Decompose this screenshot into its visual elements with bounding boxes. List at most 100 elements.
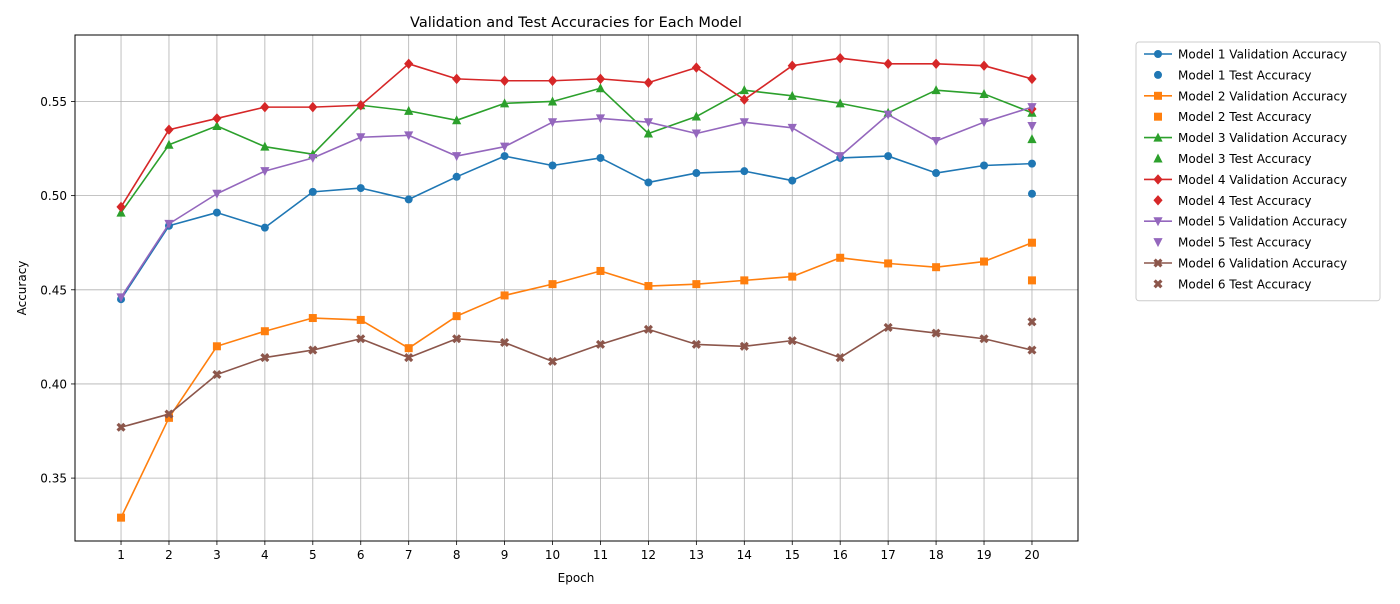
data-point [643,128,654,138]
x-tick-label: 14 [737,548,752,562]
legend-item: Model 2 Test Accuracy [1154,110,1312,124]
legend-marker [1154,112,1162,121]
data-point [596,153,605,162]
data-point [116,201,126,213]
data-point [979,118,989,128]
x-tick-label: 4 [261,548,269,562]
data-point [356,184,365,193]
legend-item: Model 5 Test Accuracy [1153,236,1312,250]
legend-frame [1135,41,1381,302]
legend-label: Model 5 Validation Accuracy [1178,215,1347,229]
data-point [931,85,941,95]
data-point [835,152,845,162]
x-tick-label: 20 [1024,548,1039,562]
x-tick-label: 12 [641,548,656,562]
legend-item: Model 1 Test Accuracy [1154,68,1312,82]
x-tick-label: 15 [785,548,800,562]
data-point [308,153,318,163]
legend-item: Model 3 Test Accuracy [1153,152,1312,166]
legend-label: Model 2 Validation Accuracy [1178,89,1347,103]
x-axis-label: Epoch [558,571,595,585]
data-point [499,98,510,108]
y-axis-label: Accuracy [15,261,29,316]
x-tick-label: 6 [357,548,365,562]
data-point [980,161,989,170]
data-point [164,219,174,229]
data-point [884,152,893,161]
legend-item: Model 6 Validation Accuracy [1144,257,1347,271]
legend-label: Model 1 Test Accuracy [1178,68,1312,82]
y-tick-label: 0.35 [40,472,67,486]
legend-marker [1154,50,1162,58]
data-point [452,172,461,181]
data-point [644,282,653,291]
data-point [117,513,126,522]
data-point [452,334,462,344]
data-point [643,118,654,128]
data-point [404,58,414,70]
x-tick-label: 11 [593,548,608,562]
chart-title: Validation and Test Accuracies for Each … [410,15,742,31]
data-point [164,413,173,422]
data-point [404,195,413,204]
x-tick-label: 13 [689,548,704,562]
data-point [547,96,558,106]
data-point [835,98,845,108]
legend-label: Model 4 Validation Accuracy [1178,173,1347,187]
y-tick-label: 0.50 [40,189,67,203]
data-point [691,62,701,73]
data-point [883,322,893,332]
x-tick-label: 5 [309,548,317,562]
legend-marker [1153,258,1163,268]
legend-marker [1153,153,1163,163]
legend: Model 1 Validation Accuracy Model 1 Test … [1135,41,1381,302]
data-point [308,101,318,113]
legend-label: Model 6 Test Accuracy [1178,277,1312,291]
data-point [212,113,222,124]
legend-label: Model 5 Test Accuracy [1178,236,1312,250]
data-point [499,142,510,152]
data-point [692,280,701,289]
test-accuracy-point [1027,134,1037,144]
data-point [164,124,174,135]
test-accuracy-point [1027,317,1037,327]
x-tick-label: 2 [165,548,173,562]
series-model-1-validation-accuracy [117,152,1036,304]
data-point [548,161,557,170]
series-line [120,155,1033,300]
series-model-5-validation-accuracy [116,103,1037,303]
data-point [308,187,317,196]
data-point [452,312,461,321]
legend-label: Model 4 Test Accuracy [1178,194,1312,208]
legend-marker [1153,217,1163,227]
series-line [120,106,1033,298]
data-point [500,291,509,300]
legend-label: Model 3 Test Accuracy [1178,152,1312,166]
legend-item: Model 4 Validation Accuracy [1144,173,1347,187]
data-point [932,263,941,272]
x-tick-label: 18 [928,548,943,562]
series-line [120,87,1033,214]
legend-marker [1153,279,1163,289]
x-tick-label: 17 [880,548,895,562]
data-point [452,73,462,85]
data-point [260,223,269,232]
x-tick-label: 8 [453,548,461,562]
test-accuracy-point [1027,276,1036,285]
data-point [740,167,749,176]
data-point [1027,73,1037,85]
data-point [980,257,989,266]
data-point [500,152,509,161]
data-point [692,169,701,178]
data-point [356,315,365,324]
legend-marker [1154,70,1162,79]
data-point [308,345,318,355]
data-point [836,253,845,262]
x-tick-label: 1 [117,548,125,562]
data-point [547,356,558,366]
data-point [404,105,414,115]
data-point [787,90,797,100]
data-point [212,369,222,380]
data-point [787,123,797,133]
